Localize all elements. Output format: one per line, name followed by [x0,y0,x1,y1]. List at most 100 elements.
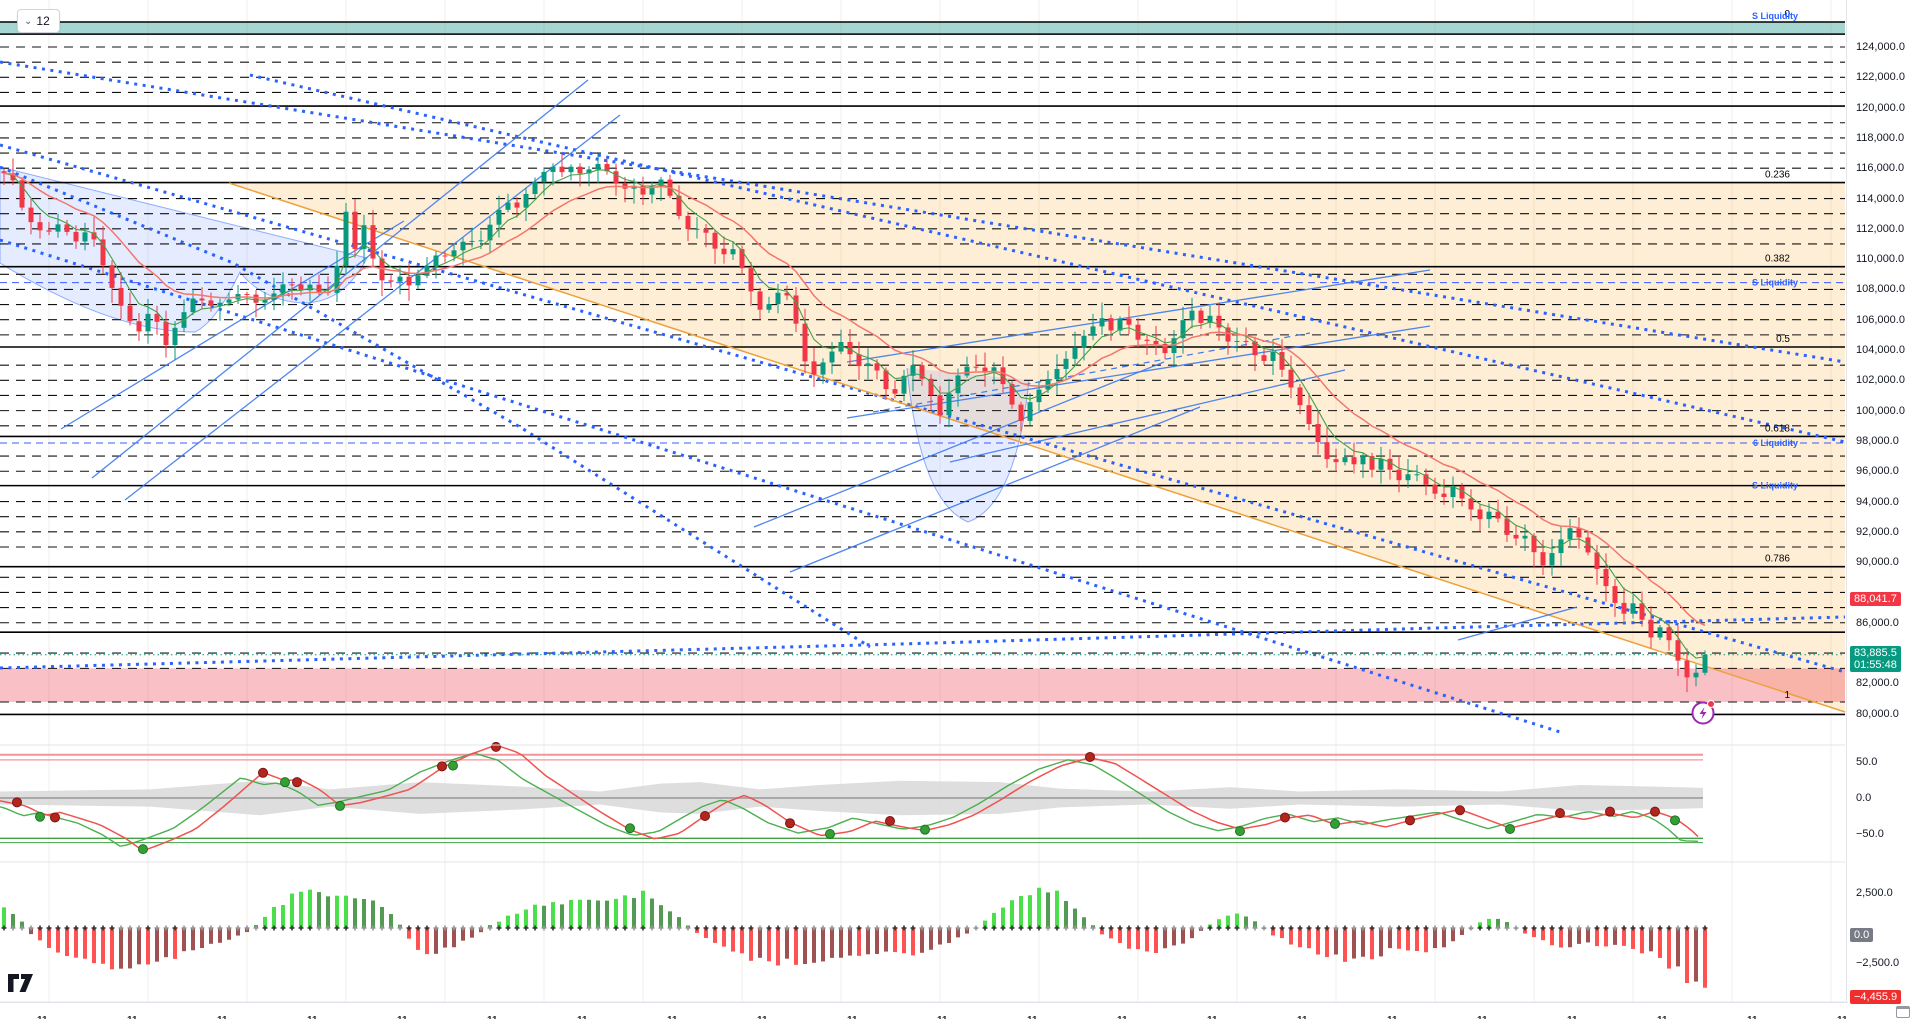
histogram-bar [83,928,87,959]
histogram-zero-marker [928,925,934,931]
histogram-bar [839,928,843,958]
histogram-bar [56,928,60,953]
price-axis-tick: 100,000.0 [1856,404,1905,417]
histogram-zero-marker [1342,925,1348,931]
oscillator-buy-dot [1505,823,1515,834]
histogram-zero-marker [478,925,484,931]
time-axis-label: 11 [307,1015,317,1019]
histogram-zero-marker [1702,925,1708,931]
price-axis-tick: 112,000.0 [1856,222,1905,235]
fib-level-label: 0.618 [1765,423,1790,434]
candle [793,295,799,324]
time-axis[interactable]: 11 11 11 11 11 11 11 11 11 11 11 11 11 11 11 11 11 11 11 11… [0,1002,1848,1019]
histogram-bar [551,902,555,928]
dotted-trendline [0,60,1846,364]
histogram-zero-marker [1666,925,1672,931]
candle [910,365,916,376]
histogram-bar [1028,895,1032,928]
histogram-zero-marker [1504,925,1510,931]
histogram-zero-marker [1459,925,1465,931]
histogram-zero-marker [1324,925,1330,931]
oscillator-sell-dot [1455,805,1465,816]
histogram-bar [938,928,942,945]
histogram-bar [875,928,879,954]
time-axis-label: 11 [1747,1015,1757,1019]
candle [1666,627,1672,641]
candle [280,284,286,294]
histogram-bar [317,892,321,928]
candle [1603,568,1609,587]
candle [109,265,115,288]
candle [64,224,70,232]
time-axis-label: 11 [847,1015,857,1019]
histogram-zero-marker [1081,925,1087,931]
histogram-zero-marker [460,925,466,931]
candle [1306,405,1312,424]
time-axis-label: 11 [487,1015,497,1019]
candle [1621,602,1627,614]
histogram-zero-marker [595,925,601,931]
supply-zone-pink [0,668,1845,702]
histogram-zero-marker [541,925,547,931]
histogram-zero-marker [424,925,430,931]
time-axis-settings-icon[interactable] [1896,1006,1910,1018]
candle [1270,352,1276,361]
histogram-bar [1100,928,1104,935]
histogram-zero-marker [1315,925,1321,931]
fib-level-label: 0 [1784,9,1790,20]
histogram-zero-marker [1423,925,1429,931]
candle [298,284,304,291]
histogram-zero-marker [217,925,223,931]
histogram-bar [749,928,753,961]
chart-plot-area[interactable]: 0 0.236 0.382 0.5 0.618 0.786 1 S Liquidity S Li… [0,0,1848,1002]
candle [1225,327,1231,342]
candle [982,367,988,373]
histogram-zero-marker [154,925,160,931]
histogram-bar [1010,900,1014,928]
histogram-bar [1226,915,1230,928]
oscillator-sell-dot [1605,806,1615,817]
candle [1468,498,1474,510]
histogram-zero-marker [1612,925,1618,931]
histogram-bar [911,928,915,956]
oscillator-sell-dot [785,818,795,829]
candle [244,293,250,295]
histogram-bar [1055,890,1059,928]
histogram-bar [164,928,168,958]
histogram-zero-marker [712,925,718,931]
histogram-zero-marker [739,925,745,931]
histogram-bar [1424,928,1428,953]
candle [1162,343,1168,354]
histogram-zero-marker [964,925,970,931]
histogram-bar [578,899,582,928]
histogram-zero-marker [1135,925,1141,931]
price-alert-icon[interactable] [1691,700,1715,725]
candle [964,366,970,376]
histogram-zero-marker [1189,925,1195,931]
candle [748,268,754,292]
histogram-zero-marker [532,925,538,931]
candle [739,249,745,269]
histogram-zero-marker [1432,925,1438,931]
candle [1486,511,1492,520]
candle [1117,318,1123,331]
histogram-zero-marker [586,925,592,931]
candle [262,300,268,303]
histogram-zero-marker [1288,925,1294,931]
histogram-zero-marker [64,925,70,931]
candle [19,180,25,208]
histogram-axis-tick: −2,500.0 [1856,956,1900,969]
legend-collapse-button[interactable]: ⌄ 12 [17,9,60,33]
histogram-zero-marker [1198,925,1204,931]
histogram-zero-marker [325,925,331,931]
candle [289,284,295,286]
histogram-zero-marker [289,925,295,931]
candle [46,230,52,232]
candle [937,395,943,416]
histogram-bar [1190,928,1194,939]
histogram-bar [1415,928,1419,952]
candle [91,232,97,240]
price-axis[interactable]: USDT ⌄ 124,000.0122,000.0120,000.0118,00… [1848,0,1917,1019]
histogram-zero-marker [1126,925,1132,931]
